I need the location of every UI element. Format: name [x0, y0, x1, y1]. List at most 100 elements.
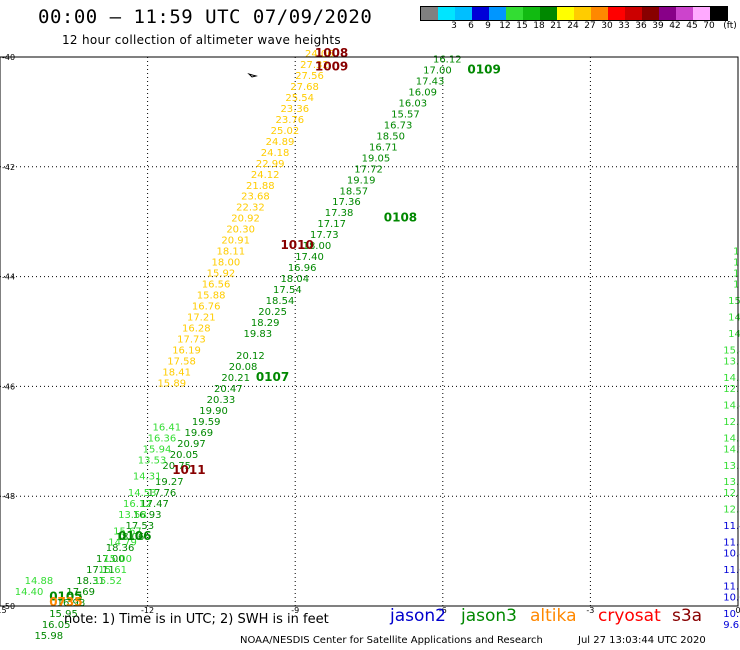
wave-height-value: 22.99 [256, 159, 285, 170]
wave-height-value: 18.00 [212, 258, 241, 269]
legend-label: 36 [635, 21, 647, 31]
lon-tick-label: -12 [141, 606, 154, 615]
wave-height-value: 16.93 [133, 510, 162, 521]
legend-swatch [642, 7, 659, 20]
wave-height-value: 13.70 [723, 356, 740, 367]
legend-label: 24 [567, 21, 579, 31]
wave-height-value: 18.11 [216, 247, 245, 258]
wave-height-value: 19.83 [244, 329, 273, 340]
wave-height-value: 19.90 [199, 406, 228, 417]
pass-time-label: 1010 [280, 238, 313, 252]
wave-height-value: 19.59 [192, 417, 221, 428]
wave-height-value: 15.92 [207, 269, 236, 280]
pass-time-label: 0105 [49, 590, 82, 604]
legend-swatch [659, 7, 676, 20]
wave-height-value: 17 [733, 269, 740, 280]
wave-height-value: 16.41 [153, 422, 182, 433]
lat-tick-label: -48 [2, 492, 15, 501]
wave-height-value: 17.43 [416, 76, 445, 87]
wave-height-value: 16 [733, 280, 740, 291]
legend-label: 27 [584, 21, 596, 31]
wave-height-value: 15.95 [49, 609, 78, 620]
legend-swatch [557, 7, 574, 20]
lon-tick-label: -15 [0, 606, 7, 615]
lon-tick-label: 0 [735, 606, 740, 615]
axis-ticks: -15-12-9-6-30-40-42-44-46-48-50 [0, 53, 740, 615]
pass-time-label: 1008 [315, 46, 348, 60]
wave-height-value: 13.58 [118, 510, 147, 521]
wave-height-value: 24.12 [251, 170, 280, 181]
wave-height-value: 14.39 [723, 373, 740, 384]
wave-height-value: 18.36 [106, 543, 135, 554]
wave-height-value: 15.61 [98, 565, 127, 576]
legend-swatch [710, 7, 727, 20]
legend-swatch [455, 7, 472, 20]
wave-height-value: 18.50 [376, 131, 405, 142]
legend-swatch [540, 7, 557, 20]
mission-jason2: jason2 [390, 606, 446, 626]
wave-height-value: 9.65 [723, 620, 740, 631]
wave-height-value: 20.30 [226, 225, 255, 236]
wave-height-value: 12.50 [723, 417, 740, 428]
legend-swatch [421, 7, 438, 20]
wave-height-value: 14.28 [723, 444, 740, 455]
wave-height-value: 12.76 [723, 488, 740, 499]
wave-height-value: 16.96 [288, 263, 317, 274]
wave-height-value: 16 [733, 247, 740, 258]
wave-height-value: 18.41 [162, 367, 191, 378]
wave-height-value: 13.33 [723, 461, 740, 472]
pass-time-label: 0109 [467, 62, 500, 76]
wave-height-value: 16.03 [399, 98, 428, 109]
legend-swatch [591, 7, 608, 20]
footer-note: note: 1) Time is in UTC; 2) SWH is in fe… [64, 612, 329, 627]
wave-height-value: 20.47 [214, 384, 243, 395]
legend-label: 33 [618, 21, 630, 31]
wave-height-value: 16.09 [408, 87, 437, 98]
wave-height-value: 17.11 [86, 565, 115, 576]
wave-height-value: 17.21 [187, 313, 216, 324]
wave-height-value: 16.28 [182, 324, 211, 335]
wave-height-value: 14.40 [15, 587, 44, 598]
wave-height-value: 25.54 [285, 93, 314, 104]
mission-altika: altika [530, 606, 577, 626]
mission-jason3: jason3 [461, 606, 517, 626]
wave-height-value: 24.06 [305, 49, 334, 60]
mission-s3a: s3a [672, 606, 703, 626]
wave-height-value: 17.73 [177, 334, 206, 345]
legend-swatch [523, 7, 540, 20]
pass-time-label: 0107 [256, 370, 289, 384]
map-frame [0, 56, 739, 607]
wave-height-value: 16.19 [172, 345, 201, 356]
wave-height-value: 11.16 [723, 582, 740, 593]
wave-height-value: 18.06 [116, 532, 145, 543]
wave-height-value: 15.98 [34, 631, 63, 642]
legend-label: 42 [669, 21, 681, 31]
color-legend [420, 6, 728, 21]
legend-swatch [472, 7, 489, 20]
wave-height-value: 12.38 [723, 505, 740, 516]
generated-timestamp: Jul 27 13:03:44 UTC 2020 [578, 635, 706, 646]
legend-label: 3 [451, 21, 457, 31]
wave-height-value: 20.12 [236, 351, 265, 362]
wave-height-value: 15.57 [391, 109, 420, 120]
wave-height-value: 16.71 [369, 142, 398, 153]
wave-height-value: 27.56 [295, 71, 324, 82]
wave-height-value: 20.91 [221, 236, 250, 247]
legend-swatch [438, 7, 455, 20]
wave-height-value: 27.32 [300, 60, 329, 71]
legend-swatch [676, 7, 693, 20]
wave-height-value: 18.31 [76, 576, 105, 587]
wave-height-value: 17.40 [295, 252, 324, 263]
wave-height-value: 23.76 [276, 115, 305, 126]
legend-label: 39 [652, 21, 664, 31]
legend-swatch [608, 7, 625, 20]
wave-height-value: 14.4 [728, 329, 740, 340]
wave-height-value: 13.30 [723, 477, 740, 488]
wave-height-value: 11.30 [723, 538, 740, 549]
wave-height-value: 19.27 [155, 477, 184, 488]
legend-label: 15 [516, 21, 528, 31]
legend-label: 9 [485, 21, 491, 31]
wave-height-value: 27.68 [290, 82, 319, 93]
wave-height-value: 15.89 [157, 378, 186, 389]
